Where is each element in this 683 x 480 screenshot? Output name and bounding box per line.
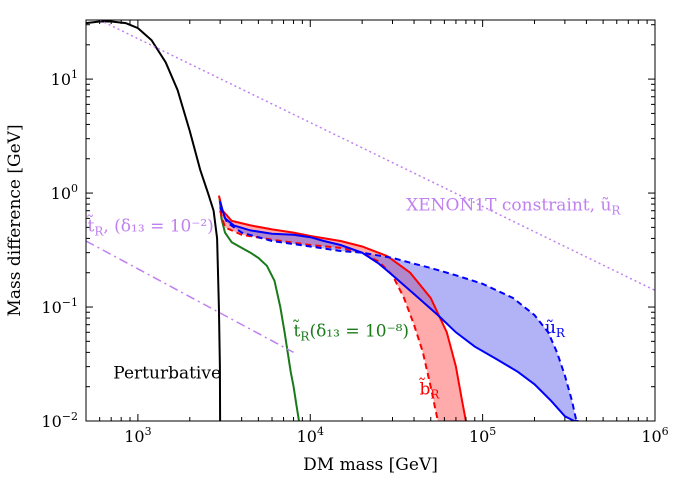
- x-tick-label: 106: [641, 425, 668, 446]
- series-line-1: [218, 198, 300, 421]
- series-line-5: [219, 206, 579, 421]
- annotation-4: ũR: [545, 318, 566, 340]
- plot-frame: [85, 19, 656, 422]
- tick-layer: [85, 20, 656, 422]
- y-tick-label: 10−2: [41, 410, 78, 431]
- series-line-7: [86, 240, 294, 354]
- x-tick-label: 104: [297, 425, 324, 446]
- series-line-0: [86, 20, 222, 421]
- x-tick-label: 103: [124, 425, 151, 446]
- annotation-0: XENON1T constraint, ũR: [406, 196, 621, 218]
- y-tick-label: 10−1: [41, 296, 78, 317]
- x-axis-label: DM mass [GeV]: [303, 455, 438, 475]
- y-tick-label: 100: [51, 182, 78, 203]
- annotation-5: Perturbative: [113, 364, 221, 384]
- band-1: [220, 204, 579, 421]
- series-line-4: [218, 200, 579, 421]
- x-tick-label: 105: [469, 425, 496, 446]
- annotation-layer: XENON1T constraint, ũR t̃R, (δ₁₃ = 10⁻²) t…: [86, 196, 621, 402]
- line-layer: [86, 20, 655, 421]
- band-layer: [220, 204, 579, 421]
- series-line-6: [99, 20, 655, 292]
- y-tick-label: 101: [51, 68, 78, 89]
- series-line-2: [217, 195, 467, 421]
- y-axis-label: Mass difference [GeV]: [5, 124, 25, 316]
- annotation-1: t̃R, (δ₁₃ = 10⁻²): [86, 215, 213, 239]
- tick-label-layer: 103 104 105 106 10−2 10−1 100 101: [41, 68, 668, 446]
- annotation-3: b̃R: [418, 378, 440, 402]
- annotation-2: t̃R(δ₁₃ = 10⁻⁸): [292, 320, 409, 344]
